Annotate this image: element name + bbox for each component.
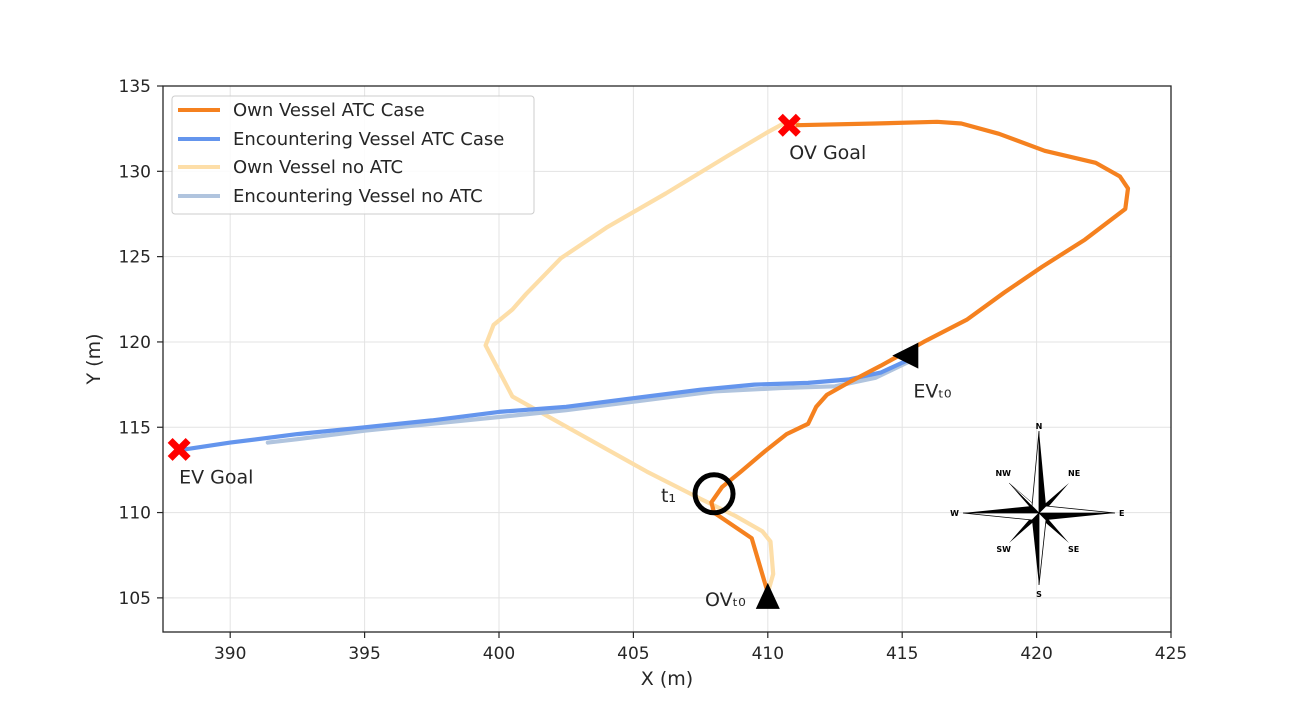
compass-south-arm xyxy=(1032,513,1039,585)
compass-west-arm xyxy=(963,506,1039,513)
legend-label-ev-noatc: Encountering Vessel no ATC xyxy=(233,186,483,207)
goal-marker-icon xyxy=(167,437,191,461)
x-tick-label: 415 xyxy=(886,644,918,664)
compass-label-w: W xyxy=(950,509,959,518)
ov-start-label: OVₜ₀ xyxy=(705,589,746,611)
y-tick-label: 135 xyxy=(119,77,151,97)
compass-label-ne: NE xyxy=(1068,469,1080,478)
compass-label-nw: NW xyxy=(995,469,1011,478)
goal-marker-icon xyxy=(777,113,801,137)
y-tick-label: 130 xyxy=(119,162,151,182)
compass-west-arm-light xyxy=(962,512,1040,521)
ov-start-marker-icon xyxy=(755,582,780,609)
compass-label-se: SE xyxy=(1068,545,1079,554)
legend-label-ov-noatc: Own Vessel no ATC xyxy=(233,157,403,178)
ev-start-label: EVₜ₀ xyxy=(913,381,951,403)
compass-label-sw: SW xyxy=(996,545,1011,554)
compass-north-arm-dark xyxy=(1039,431,1046,513)
goal-label: OV Goal xyxy=(789,142,866,164)
y-tick-label: 125 xyxy=(119,248,151,268)
series-ov-atc xyxy=(709,119,1131,595)
y-tick-label: 105 xyxy=(119,589,151,609)
series-layer xyxy=(182,119,1131,595)
compass-label-s: S xyxy=(1036,590,1042,599)
x-axis-label: X (m) xyxy=(641,668,693,690)
y-tick-label: 110 xyxy=(119,504,151,524)
series-ev-atc xyxy=(182,356,913,452)
x-tick-label: 420 xyxy=(1020,644,1052,664)
x-tick-label: 395 xyxy=(348,644,380,664)
marker-layer: OV Goal EV Goal OVₜ₀ EVₜ₀ t₁ xyxy=(167,113,952,611)
legend-label-ov-atc: Own Vessel ATC Case xyxy=(233,100,425,121)
t1-label: t₁ xyxy=(661,485,676,507)
legend: Own Vessel ATC Case Encountering Vessel … xyxy=(171,95,535,215)
compass-label-e: E xyxy=(1119,509,1124,518)
x-tick-label: 425 xyxy=(1155,644,1187,664)
series-ov-no-atc xyxy=(483,119,800,595)
compass-label-n: N xyxy=(1036,422,1043,431)
compass-rose-icon: N S E W NE NW SE SW xyxy=(950,422,1124,599)
legend-label-ev-atc: Encountering Vessel ATC Case xyxy=(233,129,504,150)
x-tick-label: 405 xyxy=(617,644,649,664)
ev-start-marker-icon xyxy=(892,342,919,369)
plot-frame xyxy=(162,85,1172,633)
x-tick-label: 400 xyxy=(483,644,515,664)
t1-circle-marker-icon xyxy=(692,472,736,516)
legend-box xyxy=(171,95,535,215)
axis-ticks: 390 395 400 405 410 415 420 425 105 110 115 120 125 1… xyxy=(119,77,1188,664)
goal-label: EV Goal xyxy=(179,466,253,488)
y-tick-label: 120 xyxy=(119,333,151,353)
x-tick-label: 390 xyxy=(214,644,246,664)
y-axis-label: Y (m) xyxy=(83,334,105,386)
compass-east-arm-dark xyxy=(1039,513,1115,520)
y-tick-label: 115 xyxy=(119,418,151,438)
x-tick-label: 410 xyxy=(752,644,784,664)
